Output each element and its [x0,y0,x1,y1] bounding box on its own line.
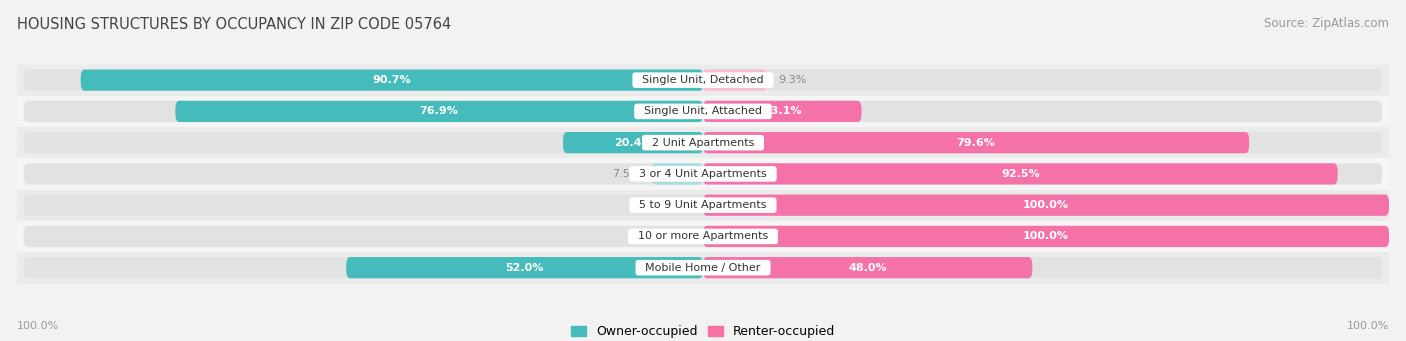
FancyBboxPatch shape [176,101,703,122]
FancyBboxPatch shape [24,70,1382,91]
Text: 3 or 4 Unit Apartments: 3 or 4 Unit Apartments [633,169,773,179]
Text: 20.4%: 20.4% [613,138,652,148]
Text: 0.0%: 0.0% [664,200,692,210]
Text: 100.0%: 100.0% [1024,232,1069,241]
Text: 2 Unit Apartments: 2 Unit Apartments [645,138,761,148]
FancyBboxPatch shape [703,132,1249,153]
FancyBboxPatch shape [24,163,1382,184]
FancyBboxPatch shape [24,194,1382,216]
Bar [17,64,1389,96]
Text: Single Unit, Attached: Single Unit, Attached [637,106,769,116]
Text: 7.5%: 7.5% [612,169,641,179]
Text: 10 or more Apartments: 10 or more Apartments [631,232,775,241]
Text: Source: ZipAtlas.com: Source: ZipAtlas.com [1264,17,1389,30]
Text: 90.7%: 90.7% [373,75,411,85]
Bar [17,158,1389,190]
FancyBboxPatch shape [562,132,703,153]
Legend: Owner-occupied, Renter-occupied: Owner-occupied, Renter-occupied [567,320,839,341]
Text: 76.9%: 76.9% [420,106,458,116]
Bar [17,190,1389,221]
Text: HOUSING STRUCTURES BY OCCUPANCY IN ZIP CODE 05764: HOUSING STRUCTURES BY OCCUPANCY IN ZIP C… [17,17,451,32]
FancyBboxPatch shape [703,163,1337,184]
FancyBboxPatch shape [703,226,1389,247]
Text: 5 to 9 Unit Apartments: 5 to 9 Unit Apartments [633,200,773,210]
FancyBboxPatch shape [703,70,766,91]
FancyBboxPatch shape [24,101,1382,122]
Text: Single Unit, Detached: Single Unit, Detached [636,75,770,85]
FancyBboxPatch shape [24,257,1382,278]
Bar [17,252,1389,283]
Text: 100.0%: 100.0% [1024,200,1069,210]
FancyBboxPatch shape [651,163,703,184]
Text: Mobile Home / Other: Mobile Home / Other [638,263,768,273]
Text: 0.0%: 0.0% [664,232,692,241]
FancyBboxPatch shape [346,257,703,278]
Bar [17,127,1389,158]
Text: 52.0%: 52.0% [505,263,544,273]
FancyBboxPatch shape [80,70,703,91]
FancyBboxPatch shape [703,194,1389,216]
Text: 100.0%: 100.0% [17,321,59,331]
Bar [17,221,1389,252]
Text: 92.5%: 92.5% [1001,169,1039,179]
FancyBboxPatch shape [24,226,1382,247]
FancyBboxPatch shape [703,257,1032,278]
Bar [17,96,1389,127]
Text: 79.6%: 79.6% [956,138,995,148]
FancyBboxPatch shape [703,101,862,122]
Text: 9.3%: 9.3% [778,75,806,85]
Text: 100.0%: 100.0% [1347,321,1389,331]
Text: 23.1%: 23.1% [763,106,801,116]
FancyBboxPatch shape [24,132,1382,153]
Text: 48.0%: 48.0% [848,263,887,273]
